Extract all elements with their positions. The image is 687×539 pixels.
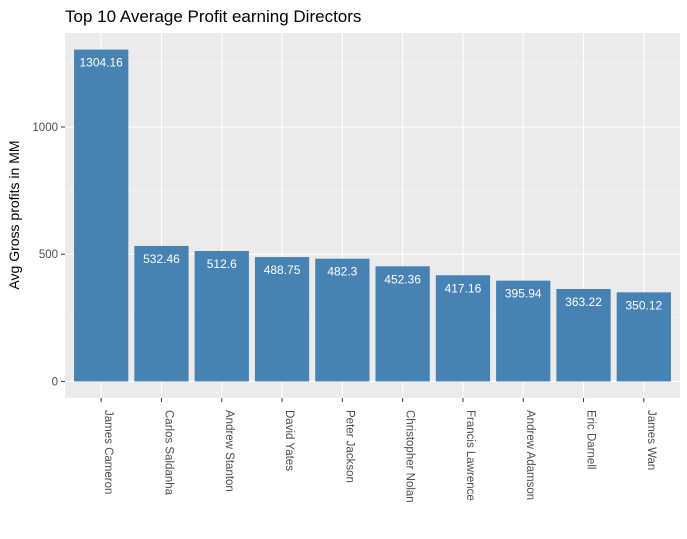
- x-tick-label: James Cameron: [102, 410, 114, 494]
- x-tick-label: Christopher Nolan: [404, 410, 416, 503]
- bar: [254, 257, 310, 382]
- bar: [435, 275, 491, 382]
- chart-title: Top 10 Average Profit earning Directors: [65, 7, 361, 26]
- x-tick-label: Francis Lawrence: [464, 410, 476, 501]
- bar: [375, 266, 430, 382]
- bar: [315, 258, 370, 382]
- x-tick-label: Andrew Stanton: [223, 410, 235, 492]
- bar-value-label: 452.36: [384, 272, 421, 286]
- bar: [616, 292, 671, 382]
- x-tick-label: Eric Darnell: [585, 410, 597, 469]
- y-axis: 0 500 1000: [32, 122, 65, 388]
- x-tick-label: James Wan: [645, 410, 657, 470]
- bar-value-label: 512.6: [207, 257, 237, 271]
- bar-value-labels: 1304.16 532.46 512.6 488.75 482.3 452.36 417.1…: [79, 56, 662, 313]
- bar-value-label: 482.3: [327, 265, 357, 279]
- bar-value-label: 350.12: [625, 298, 662, 312]
- bar-value-label: 417.16: [445, 281, 482, 295]
- x-tick-label: Peter Jackson: [343, 410, 355, 483]
- x-tick-label: Andrew Adamson: [524, 410, 536, 500]
- y-axis-title: Avg Gross profits in MM: [6, 140, 22, 289]
- bar: [134, 245, 189, 382]
- x-axis: James Cameron Carlos Saldanha Andrew Stant…: [100, 398, 657, 503]
- x-tick-label: David Yates: [283, 410, 295, 471]
- bar-value-label: 395.94: [505, 287, 542, 301]
- y-tick-label: 500: [39, 249, 58, 261]
- bar-value-label: 488.75: [264, 263, 301, 277]
- bar: [74, 49, 129, 382]
- x-tick-label: Carlos Saldanha: [162, 410, 174, 496]
- bar-value-label: 363.22: [565, 295, 602, 309]
- bar: [194, 250, 249, 382]
- bars: [74, 49, 671, 382]
- bar: [496, 280, 551, 382]
- bar-value-label: 1304.16: [79, 56, 123, 70]
- y-tick-label: 1000: [32, 122, 58, 134]
- y-tick-label: 0: [52, 376, 58, 388]
- bar: [556, 288, 611, 382]
- bar-value-label: 532.46: [143, 252, 180, 266]
